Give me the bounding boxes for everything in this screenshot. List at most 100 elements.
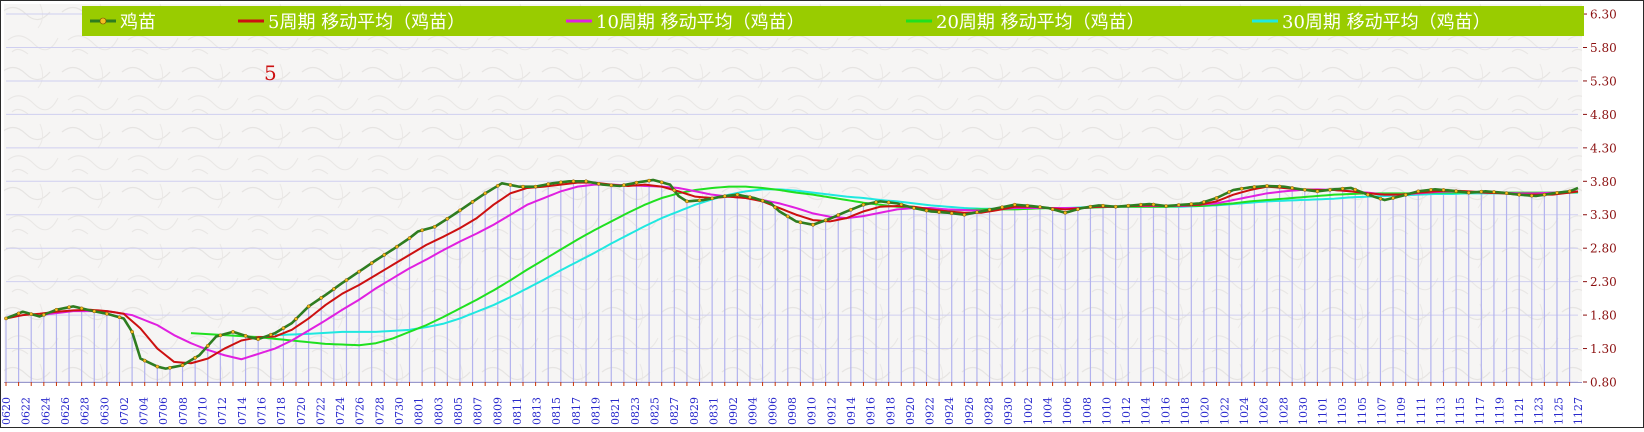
series-marker <box>937 210 941 214</box>
x-tick-label-35: 0829 <box>688 397 701 425</box>
bar <box>888 202 890 382</box>
x-tick-label-52: 1002 <box>1022 397 1035 425</box>
x-tick-label-63: 1024 <box>1238 397 1251 425</box>
series-marker <box>1252 185 1257 189</box>
x-tick-label-69: 1105 <box>1356 397 1369 425</box>
bar <box>1417 191 1419 382</box>
bar <box>623 185 625 382</box>
x-tick-label-37: 0902 <box>727 397 740 425</box>
bar <box>408 238 411 382</box>
y-tick-label-8: 4.80 <box>1590 108 1617 122</box>
bar <box>1392 198 1394 382</box>
series-marker <box>256 337 261 342</box>
bar <box>686 201 688 382</box>
series-marker <box>1492 190 1496 194</box>
x-tick-label-0: 0620 <box>0 397 13 425</box>
bar <box>156 366 158 382</box>
x-tick-label-18: 0726 <box>354 397 367 425</box>
series-marker <box>1038 205 1042 209</box>
bar <box>333 289 335 382</box>
bar <box>711 198 713 382</box>
series-marker <box>1555 190 1559 195</box>
series-marker <box>1290 186 1295 190</box>
bar <box>547 184 549 382</box>
bar <box>207 345 209 382</box>
x-tick-label-7: 0704 <box>138 397 151 425</box>
series-marker <box>1542 192 1547 197</box>
bar <box>169 367 171 382</box>
y-tick-label-2: 1.80 <box>1590 309 1617 323</box>
bar <box>635 182 638 382</box>
bar <box>698 200 701 382</box>
bar <box>30 314 32 382</box>
x-tick-label-56: 1010 <box>1100 397 1113 425</box>
bar <box>1140 204 1142 382</box>
bar <box>1316 191 1319 382</box>
x-tick-label-75: 1117 <box>1474 397 1487 425</box>
series-marker <box>987 207 992 212</box>
series-marker <box>1454 189 1458 194</box>
bar <box>471 201 474 382</box>
bar <box>976 212 978 382</box>
x-tick-label-49: 0926 <box>963 397 976 425</box>
bar <box>131 331 133 382</box>
y-tick-label-10: 5.80 <box>1590 41 1617 55</box>
bar <box>1089 206 1092 382</box>
bar <box>1455 191 1457 382</box>
bar <box>1039 207 1041 382</box>
x-tick-label-72: 1111 <box>1415 397 1428 425</box>
x-tick-label-57: 1012 <box>1120 397 1133 425</box>
bar <box>396 246 398 382</box>
y-tick-label-6: 3.80 <box>1590 175 1617 189</box>
bar <box>43 314 45 382</box>
bar <box>1241 188 1243 382</box>
bar <box>1228 191 1230 382</box>
bar <box>799 222 802 382</box>
series-marker <box>193 355 197 360</box>
series-marker <box>1479 189 1484 194</box>
x-tick-label-74: 1115 <box>1454 397 1467 425</box>
y-tick-label-7: 4.30 <box>1590 141 1617 155</box>
bar <box>1442 189 1445 382</box>
bar <box>774 207 776 382</box>
bar <box>761 200 764 382</box>
series-marker <box>180 363 185 368</box>
series-marker <box>1050 207 1055 212</box>
y-tick-label-0: 0.80 <box>1590 376 1617 390</box>
x-tick-label-24: 0807 <box>472 397 485 425</box>
series-line-3 <box>190 185 1579 347</box>
series-marker <box>231 329 235 334</box>
bar <box>522 186 524 382</box>
x-tick-label-76: 1119 <box>1493 397 1506 425</box>
x-tick-label-34: 0827 <box>668 397 681 425</box>
bar <box>1342 188 1344 382</box>
series-marker <box>571 179 576 184</box>
bar <box>951 213 953 382</box>
series-marker <box>1189 202 1194 206</box>
x-tick-label-31: 0821 <box>609 397 622 425</box>
bar <box>219 335 221 382</box>
x-tick-label-67: 1101 <box>1317 397 1330 425</box>
series-marker <box>458 208 462 213</box>
legend-background <box>82 6 1584 36</box>
bar <box>1203 202 1205 382</box>
y-tick-label-3: 2.30 <box>1590 275 1617 289</box>
series-marker <box>1063 210 1068 215</box>
bar <box>5 318 7 382</box>
x-tick-label-68: 1103 <box>1336 397 1349 425</box>
series-marker <box>785 214 790 219</box>
series-marker <box>445 216 450 221</box>
series-marker <box>168 365 172 370</box>
series-marker <box>596 181 601 186</box>
x-tick-label-11: 0712 <box>216 397 229 425</box>
bar <box>484 193 486 382</box>
series-marker <box>79 306 84 311</box>
series-marker <box>1265 184 1269 188</box>
bar <box>749 197 751 382</box>
annotation-label: 5 <box>264 61 277 85</box>
bar <box>963 214 965 382</box>
bar <box>1190 204 1192 382</box>
series-marker <box>1239 186 1244 191</box>
series-marker <box>546 182 551 186</box>
series-marker <box>1378 196 1383 201</box>
